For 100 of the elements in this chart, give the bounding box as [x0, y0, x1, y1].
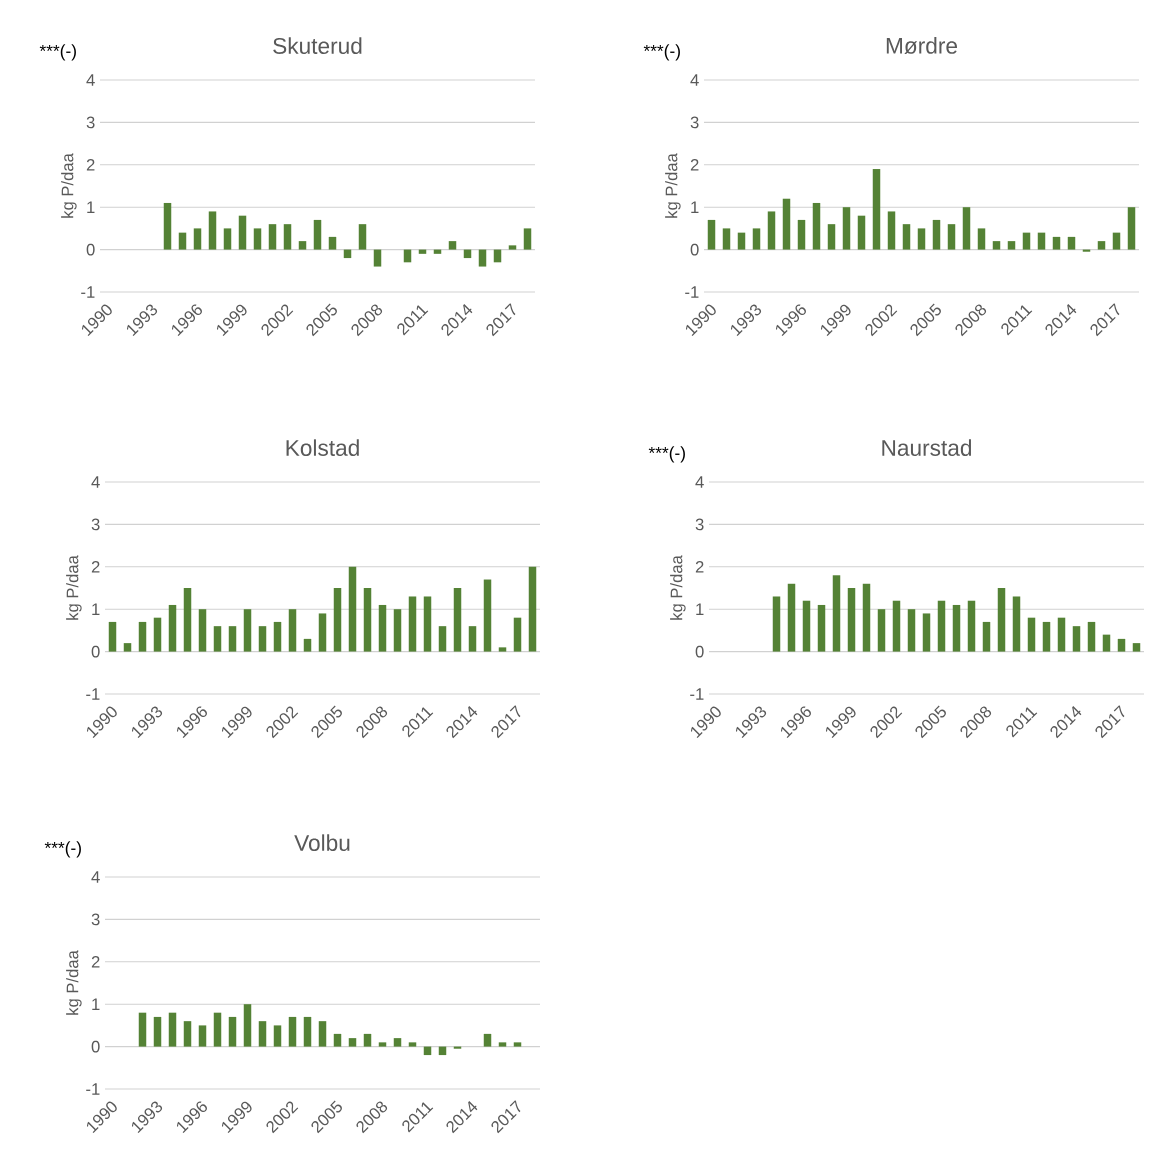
bar — [288, 1016, 297, 1047]
bar — [812, 202, 821, 250]
bar — [767, 211, 776, 250]
y-tick-label: 3 — [695, 518, 704, 531]
bar — [1007, 241, 1016, 250]
bar — [797, 219, 806, 250]
y-tick-label: 3 — [91, 913, 100, 926]
bar — [1132, 643, 1141, 652]
bar — [238, 215, 247, 250]
bar — [722, 228, 731, 250]
y-tick-label: -1 — [86, 1083, 100, 1095]
y-tick-label: 4 — [86, 74, 95, 86]
bar — [508, 245, 517, 250]
bar — [877, 609, 886, 652]
y-tick-label: -1 — [86, 688, 100, 700]
bar — [363, 588, 372, 652]
y-axis-title: kg P/daa — [665, 153, 681, 218]
bar — [1102, 634, 1111, 652]
bar — [842, 207, 851, 250]
y-tick-label: 2 — [86, 158, 95, 171]
bar — [857, 215, 866, 250]
bar — [228, 626, 237, 652]
bar — [528, 566, 537, 652]
bar — [348, 566, 357, 652]
bar — [303, 1016, 312, 1047]
bar — [423, 596, 432, 652]
bar — [283, 224, 292, 250]
bar — [183, 588, 192, 652]
bar — [168, 1012, 177, 1047]
bar — [408, 1042, 417, 1047]
bar — [513, 617, 522, 652]
chart-title: Skuterud — [273, 37, 362, 54]
bar — [198, 1025, 207, 1047]
text: ***(-) — [648, 446, 685, 463]
bar — [408, 596, 417, 652]
chart-title: Kolstad — [286, 439, 359, 456]
bar — [438, 626, 447, 652]
bar — [782, 198, 791, 250]
bar — [947, 224, 956, 250]
bar — [208, 211, 217, 250]
y-tick-label: 3 — [86, 116, 95, 129]
bar — [887, 211, 896, 250]
bar — [193, 228, 202, 250]
bar — [393, 1038, 402, 1047]
bar — [1042, 621, 1051, 652]
bar — [1097, 241, 1106, 250]
bar — [108, 621, 117, 652]
bar — [363, 1033, 372, 1047]
y-tick-label: 1 — [92, 603, 100, 615]
bar — [827, 224, 836, 250]
bar — [268, 224, 277, 250]
bar — [513, 1042, 522, 1047]
bar — [328, 236, 337, 250]
bar — [1067, 236, 1076, 250]
chart-title: Volbu — [294, 834, 350, 851]
y-tick-label: 2 — [91, 955, 100, 968]
bar — [178, 232, 187, 250]
bar — [922, 613, 931, 652]
bar — [243, 609, 252, 652]
bar — [198, 609, 207, 652]
bar — [1117, 638, 1126, 652]
bar — [962, 207, 971, 250]
bar — [832, 575, 841, 652]
bar — [1037, 232, 1046, 250]
y-axis-title: kg P/daa — [61, 153, 77, 218]
bar — [907, 609, 916, 652]
y-tick-label: -1 — [690, 688, 704, 700]
bar — [478, 249, 487, 267]
y-axis-title: kg P/daa — [66, 555, 82, 620]
y-tick-label: 3 — [91, 518, 100, 531]
bar — [967, 600, 976, 652]
bar — [213, 1012, 222, 1047]
bar — [153, 1016, 162, 1047]
bar — [373, 249, 382, 267]
chart-title: Naurstad — [882, 439, 972, 456]
y-tick-label: 0 — [91, 645, 100, 658]
bar — [1127, 207, 1136, 250]
bar — [997, 588, 1006, 652]
y-tick-label: 0 — [91, 1040, 100, 1053]
bar — [168, 604, 177, 652]
text: ***(-) — [643, 44, 680, 61]
bar — [902, 224, 911, 250]
bar — [163, 202, 172, 250]
bar — [298, 241, 307, 250]
bar — [1027, 617, 1036, 652]
bar — [468, 626, 477, 652]
bar — [932, 219, 941, 250]
bar — [138, 621, 147, 652]
bar — [228, 1016, 237, 1047]
y-tick-label: 1 — [87, 201, 95, 213]
chart-title: Mørdre — [886, 37, 958, 54]
bar — [288, 609, 297, 652]
y-tick-label: 0 — [695, 645, 704, 658]
y-tick-label: 4 — [695, 476, 704, 488]
y-axis-title: kg P/daa — [66, 950, 82, 1015]
bar — [982, 621, 991, 652]
bar — [273, 621, 282, 652]
y-axis-title: kg P/daa — [670, 555, 686, 620]
y-tick-label: 1 — [696, 603, 704, 615]
bar — [1112, 232, 1121, 250]
